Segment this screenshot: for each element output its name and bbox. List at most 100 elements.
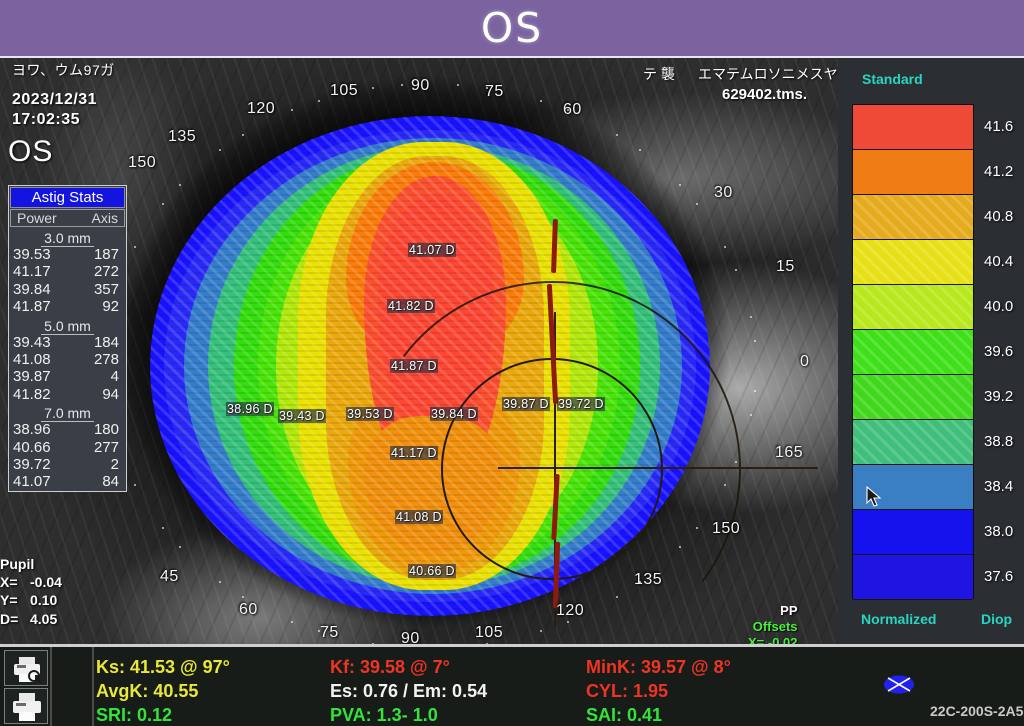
stat-line: PVA: 1.3- 1.0 — [330, 705, 438, 725]
column-header-axis: Axis — [91, 210, 118, 226]
map-power-label: 39.84 D — [430, 407, 478, 421]
astig-power-value: 41.82 — [13, 385, 51, 403]
degree-tick — [317, 629, 320, 632]
degree-tick — [291, 620, 294, 623]
degree-tick — [179, 546, 182, 549]
map-power-label: 39.43 D — [278, 409, 326, 423]
pupil-x: X= -0.04 — [0, 573, 118, 591]
degree-tick — [566, 620, 569, 623]
scale-band-40.4[interactable] — [853, 240, 973, 285]
scale-band-hatch — [853, 420, 973, 464]
degree-tick — [161, 203, 164, 206]
astig-zone-header: 3.0 mm — [9, 228, 126, 247]
scale-title[interactable]: Standard — [862, 71, 923, 87]
scale-band-40.8[interactable] — [853, 195, 973, 240]
degree-tick — [696, 526, 699, 529]
degree-tick — [317, 100, 320, 102]
degree-tick — [133, 245, 136, 248]
astig-power-value: 41.17 — [13, 263, 51, 281]
degree-tick — [678, 183, 681, 186]
pupil-y-label: Y= — [0, 592, 18, 609]
color-scale-panel[interactable]: Standard 41.6 41.2 40.8 40.4 40.0 39.6 39.2 38.… — [838, 58, 1024, 644]
astig-stats-row: 39.72 2 — [9, 456, 126, 473]
scale-band-41.2[interactable] — [853, 150, 973, 195]
scale-band-40.0[interactable] — [853, 285, 973, 330]
degree-tick — [179, 183, 182, 186]
pp-title-1: PP — [780, 603, 798, 618]
crosshair-horizontal — [498, 467, 818, 469]
title-banner: OS — [0, 0, 1024, 58]
stat-line: SAI: 0.41 — [586, 705, 663, 725]
degree-label-90: 90 — [401, 630, 420, 647]
stat-line: Kf: 39.58 @ 7° — [330, 657, 450, 677]
scale-band-39.2[interactable] — [853, 375, 973, 420]
astig-axis-value: 92 — [102, 298, 119, 316]
astig-stats-row: 39.84 357 — [9, 281, 126, 298]
degree-tick — [161, 526, 164, 529]
degree-tick — [615, 596, 618, 598]
map-power-label: 39.53 D — [346, 407, 394, 421]
scale-band-37.6[interactable] — [853, 555, 973, 600]
printer-magnifier-icon — [14, 657, 42, 684]
printer-icon — [13, 693, 41, 721]
stats-column-2: Kf: 39.58 @ 7° Es: 0.76 / Em: 0.54 PVA: 1.… — [330, 655, 487, 726]
degree-tick — [696, 203, 699, 206]
map-power-label: 41.07 D — [408, 243, 456, 257]
astig-stats-body: 3.0 mm 39.53 187 41.17 272 39.84 357 41.87 92 5.0… — [9, 228, 126, 491]
scale-mode-label[interactable]: Normalized — [861, 611, 937, 627]
degree-tick — [615, 133, 618, 136]
map-power-label: 39.87 D — [502, 397, 550, 411]
stat-line: CYL: 1.95 — [586, 681, 669, 701]
scale-band-hatch — [853, 240, 973, 284]
map-power-label: 41.87 D — [390, 359, 438, 373]
pupil-panel: Pupil X= -0.04 Y= 0.10 D= 4.05 — [0, 555, 118, 628]
scale-band-38.0[interactable] — [853, 510, 973, 555]
degree-tick — [724, 484, 727, 487]
astig-stats-row: 41.82 94 — [9, 386, 126, 403]
scale-band-hatch — [853, 285, 973, 329]
degree-tick — [750, 316, 753, 319]
astig-stats-row: 39.53 187 — [9, 246, 126, 263]
astig-stats-row: 41.17 272 — [9, 263, 126, 280]
degree-tick — [638, 581, 641, 584]
degree-tick — [457, 84, 460, 87]
eye-label: OS — [8, 135, 54, 168]
astig-stats-row: 41.08 278 — [9, 351, 126, 368]
astig-stats-columns: Power Axis — [10, 209, 125, 227]
astig-axis-value: 180 — [93, 421, 119, 439]
device-screen: 41.07 D 41.82 D 41.87 D 38.96 D 39.43 D 39.53… — [0, 58, 1024, 726]
scale-band-38.8[interactable] — [853, 420, 973, 465]
degree-label-15: 15 — [776, 258, 795, 275]
degree-tick — [678, 546, 681, 549]
scale-band-hatch — [853, 330, 973, 374]
astig-stats-panel[interactable]: Astig Stats Power Axis 3.0 mm 39.53 187 41.… — [8, 185, 127, 492]
scale-value: 40.0 — [984, 297, 1014, 315]
stat-line: Es: 0.76 / Em: 0.54 — [330, 681, 488, 701]
degree-label-120: 120 — [247, 100, 276, 117]
scale-band-39.6[interactable] — [853, 330, 973, 375]
astig-stats-header[interactable]: Astig Stats — [10, 187, 125, 208]
astig-power-value: 39.72 — [13, 455, 51, 473]
pupil-d: D= 4.05 — [0, 610, 118, 628]
degree-label-120: 120 — [556, 602, 585, 619]
stat-line: AvgK: 40.55 — [96, 681, 199, 701]
degree-tick — [400, 84, 403, 87]
astig-axis-value: 357 — [93, 280, 119, 298]
scale-band-41.6[interactable] — [853, 105, 973, 150]
tomey-logo-icon — [884, 675, 914, 694]
astig-axis-value: 184 — [93, 333, 119, 351]
astig-stats-row: 41.87 92 — [9, 298, 126, 315]
japanese-header-left: ヨワ、ウム97ガ — [12, 62, 115, 78]
pupil-x-label: X= — [0, 574, 18, 591]
astig-axis-value: 94 — [102, 385, 119, 403]
pupil-y: Y= 0.10 — [0, 591, 118, 609]
scale-value: 38.0 — [984, 522, 1014, 540]
astig-stats-row: 41.07 84 — [9, 473, 126, 490]
astig-power-value: 38.96 — [13, 421, 51, 439]
astig-axis-value: 278 — [93, 350, 119, 368]
print-preview-button[interactable] — [4, 650, 48, 686]
scale-band-hatch — [853, 195, 973, 239]
stats-column-3: MinK: 39.57 @ 8° CYL: 1.95 SAI: 0.41 — [586, 655, 731, 726]
print-button[interactable] — [4, 688, 48, 724]
scale-color-bands[interactable] — [852, 104, 974, 600]
